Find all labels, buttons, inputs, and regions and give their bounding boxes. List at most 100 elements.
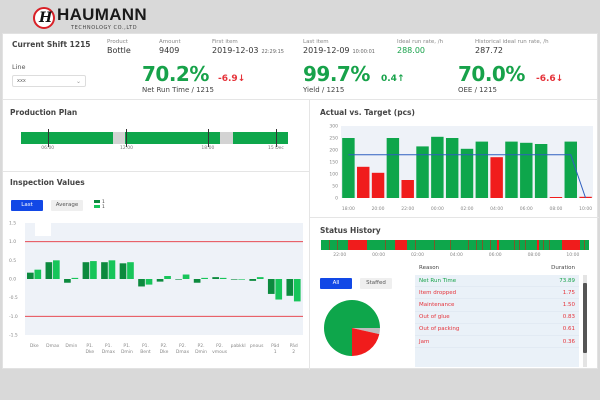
inspection-bar[interactable]: [249, 279, 257, 281]
inspection-bar[interactable]: [182, 274, 190, 279]
reasons-scrollbar[interactable]: [583, 275, 587, 367]
staffed-button[interactable]: Staffed: [360, 278, 392, 289]
reason-row[interactable]: Net Run Time 73.89: [415, 275, 579, 288]
reason-row[interactable]: Maintenance 1.50: [415, 298, 579, 312]
inspection-bar[interactable]: [201, 277, 208, 279]
inspection-bar[interactable]: [45, 262, 53, 279]
x-tick-label: 00:00: [431, 206, 444, 212]
reason-row[interactable]: Item dropped 1.75: [415, 286, 579, 300]
inspection-bar[interactable]: [230, 279, 238, 280]
reasons-header: Reason Duration: [415, 265, 579, 271]
status-segment-stop[interactable]: [562, 240, 580, 250]
inspection-bar[interactable]: [219, 277, 227, 279]
inspection-bar[interactable]: [286, 279, 294, 296]
actual-bar[interactable]: [460, 148, 474, 198]
x-tick-label: P2.: [216, 343, 223, 349]
first-item-label: First item: [212, 39, 238, 45]
inspection-bar[interactable]: [293, 279, 301, 302]
y-tick-label: 100: [329, 172, 338, 178]
inspection-bar[interactable]: [267, 279, 275, 294]
reason-row[interactable]: Jam 0.36: [415, 335, 579, 349]
plan-segment-run[interactable]: [233, 132, 288, 144]
inspection-bar[interactable]: [145, 279, 153, 285]
inspection-bar[interactable]: [212, 277, 220, 279]
inspection-bar[interactable]: [82, 262, 90, 279]
status-segment-stop[interactable]: [536, 240, 540, 250]
legend-swatch-dark: [94, 200, 100, 203]
x-tick-label: 20:00: [372, 206, 385, 212]
plan-segment-run[interactable]: [21, 132, 114, 144]
scrollbar-thumb[interactable]: [583, 283, 587, 353]
inspection-bar[interactable]: [275, 279, 283, 300]
status-segment-stop[interactable]: [347, 240, 367, 250]
inspection-bar[interactable]: [27, 272, 34, 279]
inspection-bar[interactable]: [53, 260, 60, 279]
actual-bar[interactable]: [386, 138, 400, 198]
actual-bar[interactable]: [490, 157, 503, 198]
inspection-bar[interactable]: [256, 277, 264, 279]
status-segment-run[interactable]: [366, 240, 395, 250]
actual-bar[interactable]: [534, 144, 548, 198]
inspection-bar[interactable]: [108, 260, 116, 279]
inspection-title: Inspection Values: [10, 178, 85, 187]
last-button[interactable]: Last: [11, 200, 43, 211]
pie-slice-stop[interactable]: [352, 328, 380, 356]
all-button[interactable]: All: [320, 278, 352, 289]
inspection-bar[interactable]: [64, 279, 71, 283]
x-tick-label: 22:00: [401, 206, 414, 212]
actual-bar[interactable]: [431, 136, 444, 198]
actual-bar[interactable]: [520, 142, 533, 198]
x-tick-label: Dke: [160, 349, 169, 355]
status-segment-run[interactable]: [499, 240, 537, 250]
inspection-bar[interactable]: [238, 279, 246, 280]
chevron-down-icon: ⌄: [75, 77, 81, 85]
inspection-bar[interactable]: [138, 279, 145, 287]
reason-row[interactable]: Out of glue 0.83: [415, 311, 579, 324]
actual-bar[interactable]: [475, 141, 489, 198]
actual-bar[interactable]: [371, 172, 385, 198]
inspection-bar[interactable]: [156, 279, 164, 282]
inspection-bar[interactable]: [175, 279, 182, 280]
actual-bar[interactable]: [401, 180, 414, 198]
plan-segment-run[interactable]: [125, 132, 220, 144]
plan-tick-line: [207, 129, 209, 147]
reason-row[interactable]: Out of packing 0.61: [415, 323, 579, 336]
status-segment-run[interactable]: [539, 240, 563, 250]
inspection-bar[interactable]: [90, 261, 97, 279]
status-marker: [543, 240, 545, 250]
inspection-bar[interactable]: [193, 279, 201, 283]
inspection-bar[interactable]: [127, 262, 134, 279]
kpi-caption: OEE / 1215: [458, 86, 497, 94]
actual-bar[interactable]: [357, 166, 370, 198]
status-segment-run[interactable]: [406, 240, 497, 250]
kpi-caption: Net Run Time / 1215: [142, 86, 214, 94]
production-plan-bar[interactable]: [21, 129, 288, 147]
status-history-bar[interactable]: [321, 240, 589, 250]
actual-bar[interactable]: [505, 141, 518, 198]
plan-segment-idle[interactable]: [219, 132, 234, 144]
y-tick-label: 1.0: [9, 239, 16, 245]
x-tick-label: 1: [274, 349, 277, 355]
x-tick-label: P1.: [105, 343, 112, 349]
plan-segment-idle[interactable]: [113, 132, 126, 144]
average-button[interactable]: Average: [51, 200, 83, 211]
inspection-bar[interactable]: [71, 277, 79, 279]
line-select[interactable]: xxx ⌄: [12, 75, 86, 87]
reasons-list[interactable]: Net Run Time 73.89 Item dropped 1.75 Mainten…: [415, 275, 579, 367]
status-segment-stop[interactable]: [496, 240, 500, 250]
inspection-bar[interactable]: [101, 262, 108, 279]
actual-bar[interactable]: [445, 138, 459, 198]
inspection-bar[interactable]: [164, 276, 171, 279]
actual-bar[interactable]: [342, 138, 355, 198]
status-segment-stop[interactable]: [394, 240, 407, 250]
status-marker: [583, 240, 585, 250]
product-value: Bottle: [107, 46, 131, 55]
inspection-bar[interactable]: [34, 269, 42, 279]
actual-bar[interactable]: [416, 146, 429, 198]
actual-bar[interactable]: [564, 141, 577, 198]
actual-bar[interactable]: [549, 197, 563, 198]
pie-slice-other[interactable]: [352, 328, 380, 335]
status-segment-run[interactable]: [579, 240, 589, 250]
status-segment-run[interactable]: [321, 240, 348, 250]
inspection-bar[interactable]: [119, 263, 127, 279]
